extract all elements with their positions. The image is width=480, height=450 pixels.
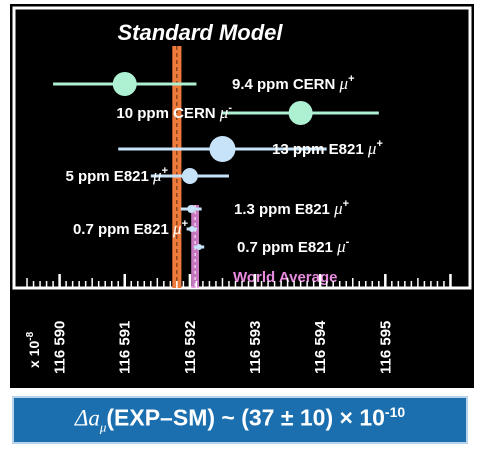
series-label-5: 1.3 ppm E821 μ+	[234, 198, 349, 218]
data-point-7	[196, 244, 203, 250]
plot-background	[10, 4, 474, 388]
data-point-2	[288, 101, 313, 125]
chart-title: Standard Model	[117, 20, 283, 45]
x-tick-label: 116 590	[52, 321, 69, 374]
series-label-4: 5 ppm E821 μ+	[65, 165, 168, 185]
a-symbol: a	[88, 406, 100, 432]
data-point-6	[188, 226, 195, 232]
data-point-3	[209, 136, 236, 162]
x-tick-label: 116 593	[247, 321, 264, 374]
data-point-4	[181, 168, 198, 184]
axis-multiplier: x 10-8	[25, 331, 42, 368]
x-tick-label: 116 595	[377, 321, 394, 374]
series-label-3: 13 ppm E821 μ+	[272, 138, 383, 158]
svg-text:x 10-8: x 10-8	[25, 331, 42, 368]
data-point-1	[112, 72, 137, 96]
axis-multiplier-base: x 10	[26, 341, 42, 368]
result-exponent: -10	[384, 404, 406, 421]
result-formula: Δaμ(EXP–SM) ~ (37 ± 10) × 10-10	[75, 404, 405, 435]
series-label-2: 10 ppm CERN μ-	[116, 102, 232, 122]
series-label-6: 0.7 ppm E821 μ+	[73, 218, 188, 238]
x-tick-label: 116 592	[182, 321, 199, 374]
axis-multiplier-exponent: -8	[25, 331, 36, 340]
g-2-comparison-chart: Standard Model World Average 9.4 ppm CERN…	[10, 4, 474, 388]
x-tick-label: 116 594	[312, 320, 329, 374]
result-banner: Δaμ(EXP–SM) ~ (37 ± 10) × 10-10	[12, 396, 468, 444]
x-tick-label: 116 591	[117, 321, 134, 374]
result-expression: (EXP–SM) ~ (37 ± 10) × 10	[106, 405, 385, 432]
mu-subscript: μ	[99, 419, 107, 435]
data-point-5	[187, 205, 196, 213]
series-label-1: 9.4 ppm CERN μ+	[232, 73, 355, 93]
series-label-7: 0.7 ppm E821 μ-	[237, 236, 350, 256]
world-average-label: World Average	[233, 269, 337, 286]
delta-symbol: Δ	[74, 406, 89, 432]
